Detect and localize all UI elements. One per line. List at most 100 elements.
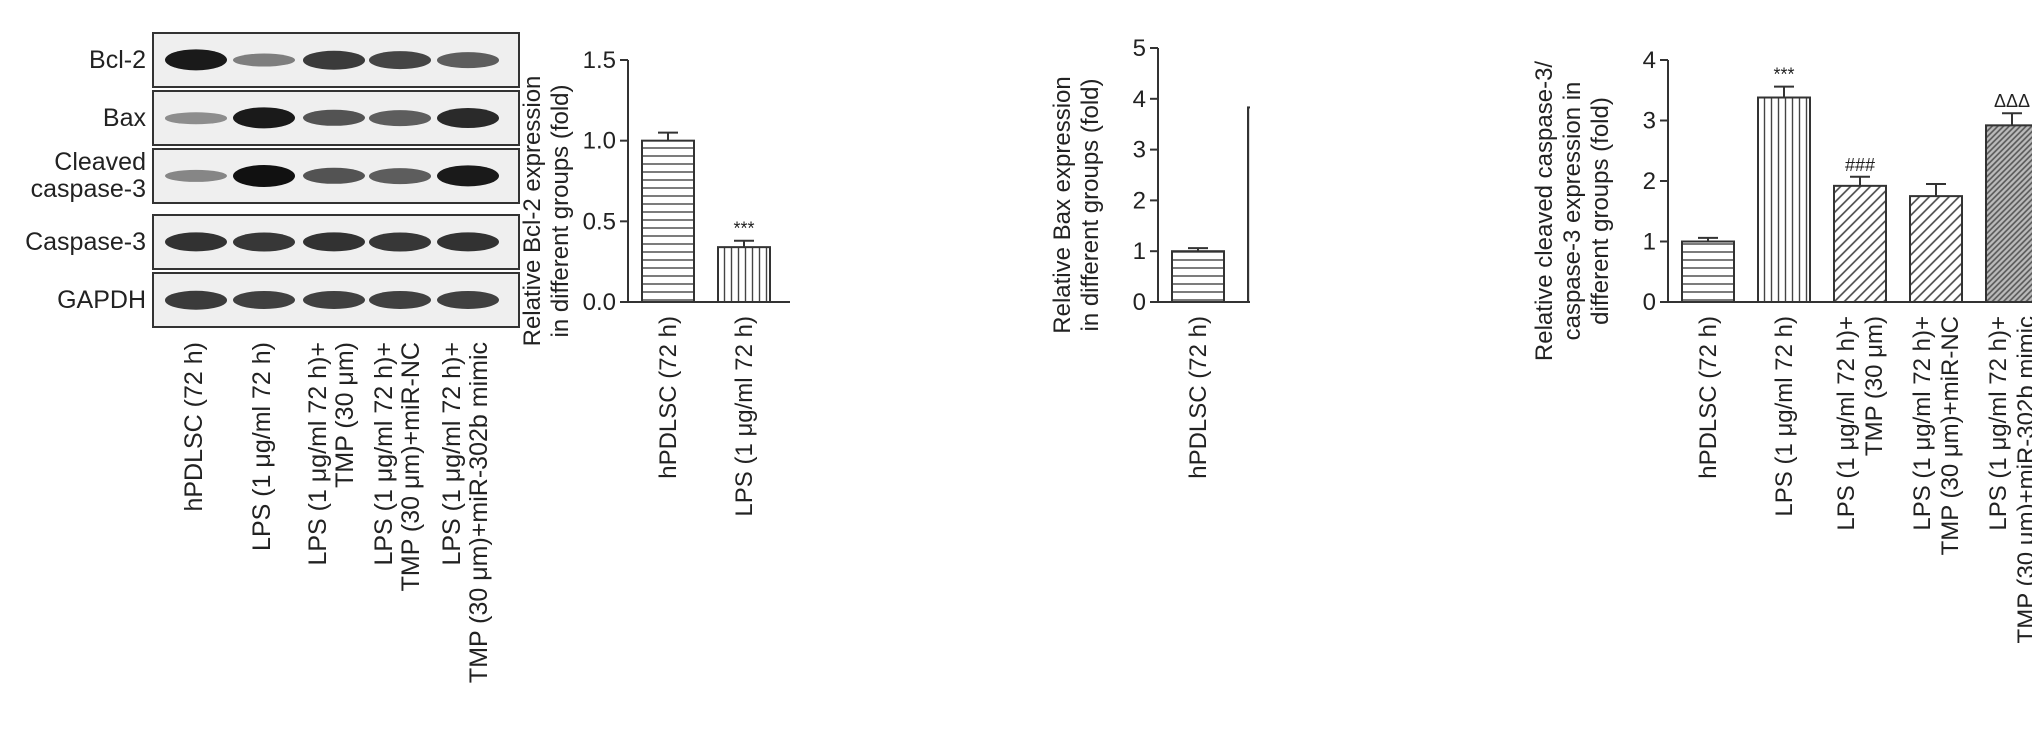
blot-band xyxy=(303,232,365,252)
blot-band xyxy=(303,290,365,310)
y-axis-label-line: in different groups (fold) xyxy=(547,84,574,337)
bcl2-bar-chart: 0.0 0.5 1.0 1.5 Relative Bcl-2 expressionin … xyxy=(519,47,790,517)
blot-band xyxy=(165,169,227,183)
blot-band xyxy=(233,290,295,310)
bar xyxy=(1757,96,1811,304)
blot-band xyxy=(437,290,499,310)
blot-row-strip xyxy=(152,148,520,204)
y-tick-label: 0.5 xyxy=(583,208,616,235)
blot-band xyxy=(165,112,227,124)
blot-band xyxy=(233,165,295,187)
x-tick-label-line: LPS (1 μg/ml 72 h) xyxy=(731,316,758,517)
x-tick-label: hPDLSC (72 h) xyxy=(1695,316,1722,479)
x-tick-label: hPDLSC (72 h) xyxy=(1185,316,1212,479)
blot-band xyxy=(437,165,499,187)
y-axis-label: Relative cleaved caspase-3/caspase-3 exp… xyxy=(1531,61,1614,361)
x-tick-label-line: TMP (30 μm)+miR-NC xyxy=(1937,316,1964,555)
bar xyxy=(1833,184,1887,303)
blot-row-strip xyxy=(152,90,520,146)
blot-lane-label: hPDLSC (72 h) xyxy=(179,342,208,512)
x-tick-label-line: LPS (1 μg/ml 72 h)+ xyxy=(1985,316,2012,531)
blot-band xyxy=(233,53,295,67)
blot-band xyxy=(437,52,499,68)
svg-text:LPS (1 μg/ml 72 h)+TMP (30 μm): LPS (1 μg/ml 72 h)+TMP (30 μm)+miR-NC xyxy=(1909,316,1964,555)
x-tick-label-line: TMP (30 μm)+miR-302b mimic xyxy=(2013,316,2032,643)
significance-marker: ΔΔΔ xyxy=(1994,91,2030,111)
svg-text:hPDLSC (72 h): hPDLSC (72 h) xyxy=(655,316,682,479)
y-axis-label: Relative Bcl-2 expressionin different gr… xyxy=(519,76,574,347)
blot-band xyxy=(303,50,365,70)
x-tick-label: hPDLSC (72 h) xyxy=(655,316,682,479)
y-tick-label: 5 xyxy=(1133,35,1146,62)
x-tick-label-line: LPS (1 μg/ml 72 h)+ xyxy=(1909,316,1936,531)
svg-text:LPS (1 μg/ml 72 h)+TMP (30 μm): LPS (1 μg/ml 72 h)+TMP (30 μm)+miR-302b … xyxy=(1985,316,2032,643)
y-tick-label: 0.0 xyxy=(583,289,616,316)
blot-band xyxy=(233,232,295,252)
y-axis-label-line: in different groups (fold) xyxy=(1077,78,1104,331)
svg-text:Relative cleaved caspase-3/cas: Relative cleaved caspase-3/caspase-3 exp… xyxy=(1531,61,1614,361)
blot-band xyxy=(303,109,365,127)
svg-text:LPS (1 μg/ml 72 h)+TMP (30 μm): LPS (1 μg/ml 72 h)+TMP (30 μm) xyxy=(1833,316,1888,531)
blot-row-label: Bax xyxy=(102,103,146,132)
blot-band xyxy=(165,290,227,310)
blot-band xyxy=(437,232,499,252)
y-tick-label: 1.0 xyxy=(583,128,616,155)
bar xyxy=(641,139,695,303)
blot-lane-label: LPS (1 μg/ml 72 h)+ TMP (30 μm) xyxy=(304,342,359,566)
y-axis-label-line: different groups (fold) xyxy=(1587,97,1614,325)
blot-band xyxy=(369,232,431,252)
blot-row-strip xyxy=(152,272,520,328)
x-tick-label: LPS (1 μg/ml 72 h)+TMP (30 μm)+miR-302b … xyxy=(1985,316,2032,643)
y-axis-label-line: Relative Bcl-2 expression xyxy=(519,76,546,347)
blot-band xyxy=(437,108,499,128)
y-tick-label: 1.5 xyxy=(583,47,616,74)
bax-bar-chart: 0 1 2 3 4 5 Relative Bax expressionin differen… xyxy=(1049,35,1250,479)
blot-row-label: Bcl-2 xyxy=(89,45,146,74)
x-tick-label: LPS (1 μg/ml 72 h) xyxy=(731,316,758,517)
y-tick-label: 0 xyxy=(1643,289,1656,316)
y-tick-label: 1 xyxy=(1643,229,1656,256)
y-tick-label: 4 xyxy=(1133,86,1146,113)
svg-text:LPS (1 μg/ml 72 h): LPS (1 μg/ml 72 h) xyxy=(1771,316,1798,517)
x-tick-label-line: LPS (1 μg/ml 72 h)+ xyxy=(1833,316,1860,531)
x-tick-label-line: hPDLSC (72 h) xyxy=(1695,316,1722,479)
blot-band xyxy=(233,107,295,129)
y-tick-label: 1 xyxy=(1133,238,1146,265)
y-tick-label: 0 xyxy=(1133,289,1146,316)
y-tick-label: 3 xyxy=(1643,108,1656,135)
blot-row-strip xyxy=(152,214,520,270)
bar xyxy=(1985,124,2032,303)
x-tick-label: LPS (1 μg/ml 72 h)+TMP (30 μm) xyxy=(1833,316,1888,531)
blot-lane-label: LPS (1 μg/ml 72 h) xyxy=(247,342,276,551)
significance-marker: *** xyxy=(733,219,754,239)
x-tick-label: LPS (1 μg/ml 72 h) xyxy=(1771,316,1798,517)
blot-band xyxy=(369,168,431,184)
bar xyxy=(1681,240,1735,303)
cleaved-caspase3-bar-chart: 0 1 2 3 4 Relative cleaved caspase-3/caspase-… xyxy=(1531,47,2032,643)
blot-band xyxy=(369,290,431,310)
blot-row-label: Caspase-3 xyxy=(25,227,146,256)
x-tick-label: LPS (1 μg/ml 72 h)+TMP (30 μm)+miR-NC xyxy=(1909,316,1964,555)
y-axis-label: Relative Bax expressionin different grou… xyxy=(1049,76,1104,333)
blot-lane-label: LPS (1 μg/ml 72 h)+ TMP (30 μm)+miR-NC xyxy=(370,342,425,592)
blot-band xyxy=(369,51,431,69)
blot-row-label: GAPDH xyxy=(57,285,146,314)
significance-marker: *** xyxy=(1773,65,1794,85)
bar xyxy=(1247,106,1250,303)
blot-band xyxy=(303,167,365,185)
y-tick-label: 4 xyxy=(1643,47,1656,74)
blot-band xyxy=(369,110,431,126)
svg-text:LPS (1 μg/ml 72 h): LPS (1 μg/ml 72 h) xyxy=(731,316,758,517)
blot-band xyxy=(165,49,227,71)
y-axis-label-line: Relative Bax expression xyxy=(1049,76,1076,333)
y-tick-label: 3 xyxy=(1133,137,1146,164)
x-tick-label-line: TMP (30 μm) xyxy=(1861,316,1888,456)
y-tick-label: 2 xyxy=(1133,187,1146,214)
y-axis-label-line: caspase-3 expression in xyxy=(1559,82,1586,341)
bar xyxy=(1909,195,1963,303)
svg-text:hPDLSC (72 h): hPDLSC (72 h) xyxy=(1695,316,1722,479)
blot-row-label: Cleaved caspase-3 xyxy=(30,148,146,203)
blot-band xyxy=(165,232,227,252)
svg-text:Relative Bax expressionin diff: Relative Bax expressionin different grou… xyxy=(1049,76,1104,333)
svg-text:hPDLSC (72 h): hPDLSC (72 h) xyxy=(1185,316,1212,479)
